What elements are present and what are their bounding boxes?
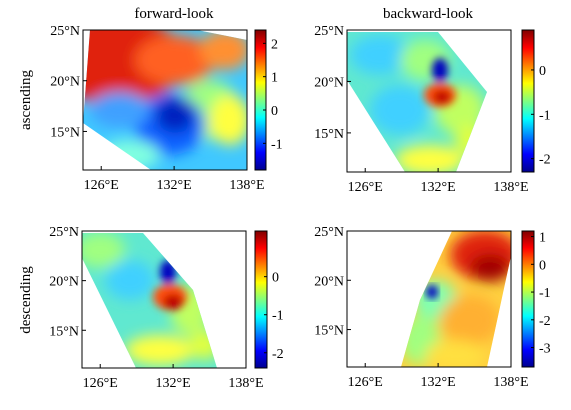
column-title-forward: forward-look bbox=[134, 6, 214, 22]
colorbar-tick-label: 0 bbox=[539, 258, 546, 273]
colorbar-tick-label: 1 bbox=[271, 71, 278, 86]
lat-tick-label: 20°N bbox=[49, 275, 79, 290]
colorbar-tick-label: -2 bbox=[272, 347, 284, 362]
lon-tick-label: 132°E bbox=[156, 376, 191, 391]
colorbar-tick-label: -1 bbox=[271, 137, 283, 152]
lat-tick-label: 25°N bbox=[50, 24, 80, 39]
lon-tick-label: 138°E bbox=[493, 375, 528, 390]
lat-tick-label: 25°N bbox=[314, 24, 344, 39]
colorbar-descending-backward bbox=[521, 230, 535, 368]
lat-tick-label: 15°N bbox=[50, 125, 80, 140]
colorbar-tick-label: -1 bbox=[539, 286, 551, 301]
colorbar-tick-label: -2 bbox=[539, 314, 551, 329]
panel-ascending-backward bbox=[346, 29, 535, 173]
colorbar-tick-label: 2 bbox=[271, 37, 278, 52]
colorbar-tick-label: 0 bbox=[272, 271, 279, 286]
lon-tick-label: 132°E bbox=[421, 375, 456, 390]
panel-descending-forward bbox=[81, 230, 268, 369]
lon-tick-label: 132°E bbox=[157, 178, 192, 193]
lon-tick-label: 126°E bbox=[348, 180, 383, 195]
panel-descending-backward bbox=[346, 230, 535, 368]
lat-tick-label: 15°N bbox=[314, 324, 344, 339]
colorbar-tick-label: 0 bbox=[539, 64, 546, 79]
lon-tick-label: 138°E bbox=[228, 376, 263, 391]
panel-ascending-forward bbox=[82, 29, 267, 171]
colorbar-ascending-forward bbox=[254, 29, 267, 171]
lat-tick-label: 15°N bbox=[314, 127, 344, 142]
axes: 25°N 20°N 15°N 126°E 132°E 138°E 2 1 0 -1 25°N 20°N… bbox=[49, 24, 550, 391]
lon-tick-label: 138°E bbox=[229, 178, 264, 193]
colorbar-tick-label: 0 bbox=[271, 104, 278, 119]
lon-tick-label: 126°E bbox=[348, 375, 383, 390]
colorbar-ascending-backward bbox=[521, 29, 535, 173]
colorbar-tick-label: -1 bbox=[272, 309, 284, 324]
colorbar-tick-label: -3 bbox=[539, 342, 551, 357]
colorbar-tick-label: 1 bbox=[539, 231, 546, 246]
colorbar-tick-label: -2 bbox=[539, 153, 551, 168]
column-title-backward: backward-look bbox=[383, 6, 473, 22]
colorbar-tick-label: -1 bbox=[539, 108, 551, 123]
row-label-ascending: ascending bbox=[18, 70, 34, 130]
lat-tick-label: 15°N bbox=[49, 324, 79, 339]
lon-tick-label: 138°E bbox=[493, 180, 528, 195]
lat-tick-label: 20°N bbox=[314, 274, 344, 289]
colorbar-descending-forward bbox=[254, 230, 268, 369]
swath-ascending-forward bbox=[83, 30, 247, 170]
lon-tick-label: 126°E bbox=[84, 178, 119, 193]
lon-tick-label: 126°E bbox=[83, 376, 118, 391]
lat-tick-label: 20°N bbox=[314, 75, 344, 90]
lat-tick-label: 25°N bbox=[49, 225, 79, 240]
lon-tick-label: 132°E bbox=[421, 180, 456, 195]
lat-tick-label: 20°N bbox=[50, 75, 80, 90]
row-label-descending: descending bbox=[18, 266, 34, 334]
lat-tick-label: 25°N bbox=[314, 225, 344, 240]
